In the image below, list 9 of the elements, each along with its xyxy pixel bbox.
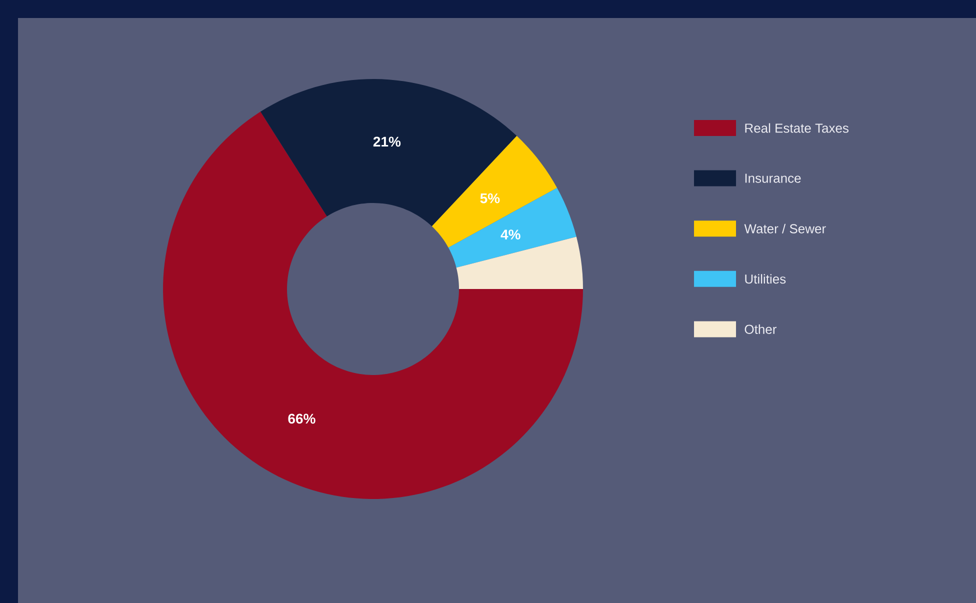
data-label: 4% bbox=[500, 230, 520, 240]
legend-label: Water / Sewer bbox=[744, 224, 826, 234]
legend-label: Insurance bbox=[745, 174, 801, 183]
legend-label: Other bbox=[744, 324, 777, 334]
legend-label: Utilities bbox=[745, 274, 786, 284]
legend-label: Real Estate Taxes bbox=[745, 123, 849, 133]
data-label: 5% bbox=[480, 193, 500, 204]
data-label: 21% bbox=[373, 136, 401, 147]
data-label: 66% bbox=[288, 414, 316, 424]
